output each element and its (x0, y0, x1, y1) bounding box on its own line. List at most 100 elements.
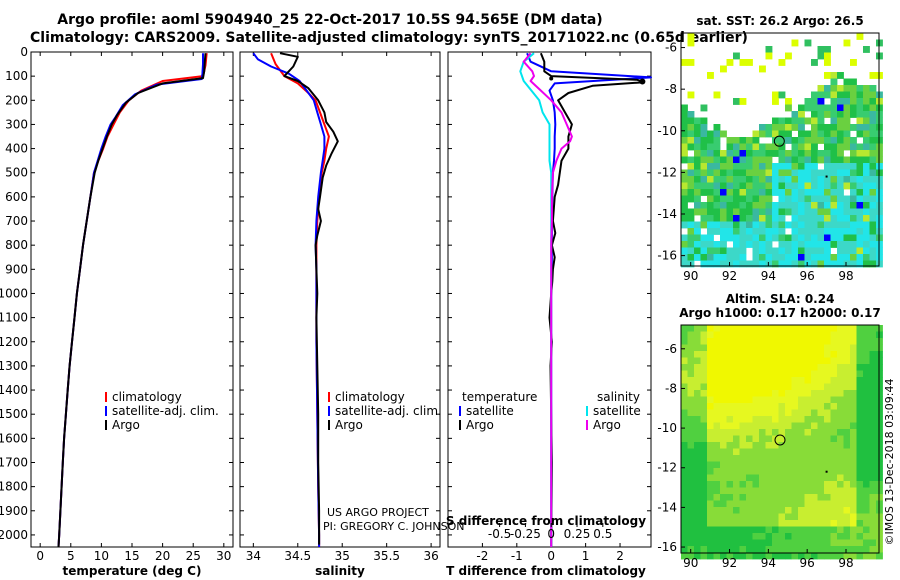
sla-map-cells (681, 325, 883, 560)
sla-map-cell (830, 429, 838, 436)
sla-map-cell (869, 507, 877, 514)
sla-map-cell (843, 494, 851, 501)
sst-map-cell (759, 254, 766, 261)
sla-map-cell (824, 364, 831, 371)
sla-map-cell (733, 552, 740, 560)
sla-map-cell (694, 370, 701, 378)
sst-map-cell (778, 143, 786, 151)
sst-map-cell (850, 215, 857, 222)
sla-map-cell (681, 533, 688, 540)
sst-map-cell (804, 221, 812, 229)
sla-map-cell (759, 435, 766, 443)
sla-map-cell (843, 481, 851, 488)
sst-map-cell (804, 104, 812, 112)
sla-map-cell (785, 487, 792, 495)
sst-map-cell (837, 254, 844, 261)
sst-map-cell (726, 169, 734, 177)
imos-credit: ©IMOS 13-Dec-2018 03:09:44 (883, 379, 896, 546)
sla-map-cell (733, 370, 740, 378)
sla-map-cell (817, 396, 825, 404)
sla-map-cell (739, 507, 747, 514)
sla-map-cell (817, 442, 825, 449)
sla-map-cell (759, 351, 766, 358)
sst-map-cell (778, 150, 786, 157)
sla-map-cell (843, 416, 851, 423)
sla-map-marker (825, 470, 828, 473)
sla-map-cell (778, 383, 786, 391)
sla-map-cell (765, 429, 773, 436)
sla-map-cell (772, 539, 779, 547)
sst-map-cell (804, 163, 812, 170)
sla-map-cell (778, 539, 786, 547)
sst-map-cell (798, 163, 805, 170)
sla-map-cell (733, 364, 740, 371)
sst-map-cell (811, 169, 818, 177)
sla-map-cell (746, 344, 753, 352)
sst-map-cell (681, 189, 688, 196)
sst-map-cell (811, 202, 818, 209)
sst-map-cell (837, 98, 844, 105)
sla-map-cell (798, 487, 805, 495)
sla-map-cell (746, 325, 753, 332)
sst-map-cell (850, 189, 857, 196)
sla-map-cell (759, 552, 766, 560)
sla-map-cell (863, 338, 870, 345)
sst-map-cell (791, 228, 799, 235)
sla-map-cell (778, 364, 786, 371)
sla-map-cell (856, 325, 864, 332)
sla-map-cell (830, 500, 838, 508)
difference-s-axis-label: S difference from climatology (446, 514, 646, 528)
sst-map-cell (869, 85, 877, 92)
sla-map-cell (778, 390, 786, 397)
sla-map-cell (791, 513, 799, 521)
sla-map-cell (772, 526, 779, 534)
sst-map-cell (700, 189, 708, 196)
sla-map-cell (791, 429, 799, 436)
sst-map-cell (856, 156, 864, 164)
sla-map-cell (707, 338, 714, 345)
sst-map-cell (778, 169, 786, 177)
sst-map-cell (791, 39, 799, 47)
sla-map-cell (876, 552, 883, 560)
sla-map-cell (759, 546, 766, 553)
sla-map-cell (739, 552, 747, 560)
sla-map-cell (752, 370, 760, 378)
sst-map-cell (791, 111, 799, 118)
sla-map-cell (707, 468, 714, 475)
sst-map-cell (765, 150, 773, 157)
sla-map-cell (694, 552, 701, 560)
sst-map-cell (726, 247, 734, 255)
sla-map-cell (707, 383, 714, 391)
sla-map-cell (687, 520, 695, 527)
sla-map-cell (765, 344, 773, 352)
sst-map-cell (759, 215, 766, 222)
sst-map-cell (778, 228, 786, 235)
temperature-x-tick-label: 0 (36, 549, 44, 563)
sla-map-cell (733, 416, 740, 423)
sla-map-cell (713, 325, 721, 332)
sla-map-cell (798, 325, 805, 332)
sla-map-frame (680, 324, 880, 554)
sla-map-cell (765, 383, 773, 391)
temperature-series-climatology (57, 53, 208, 548)
sla-map-cell (830, 533, 838, 540)
sla-map-cell (869, 539, 877, 547)
sst-map-cell (869, 72, 877, 79)
sla-map-cell (817, 539, 825, 547)
sla-map-cell (863, 481, 870, 488)
temperature-legend-2-label: Argo (112, 418, 140, 432)
sst-map-cell (720, 208, 727, 216)
sst-map-cell (694, 202, 701, 209)
sla-map-cell (804, 377, 812, 384)
temperature-x-axis-label: temperature (deg C) (63, 564, 202, 578)
sla-map-cell (746, 331, 753, 339)
sst-map-cell (869, 189, 877, 196)
sst-map-cell (772, 234, 779, 242)
sla-map-cell (739, 325, 747, 332)
sla-map-cell (687, 435, 695, 443)
sla-map-cell (739, 494, 747, 501)
sst-map-cell (798, 137, 805, 144)
sla-map-cell (739, 364, 747, 371)
sst-map-cell (739, 182, 747, 190)
sla-map-cell (681, 455, 688, 462)
